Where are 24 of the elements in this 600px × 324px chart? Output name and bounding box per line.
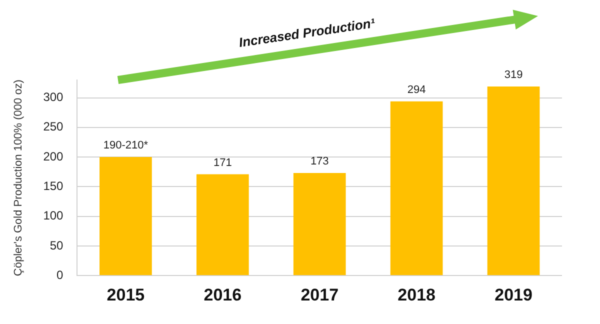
- bar: [390, 101, 443, 276]
- bar: [100, 157, 152, 276]
- x-tick-label: 2018: [398, 285, 436, 304]
- bar: [487, 86, 540, 276]
- bar: [293, 173, 346, 276]
- y-tick-label: 300: [43, 90, 64, 104]
- y-tick-label: 0: [56, 268, 64, 282]
- data-label: 190-210*: [103, 140, 149, 152]
- text: Increased Production¹: [238, 15, 377, 50]
- data-label: 173: [310, 156, 329, 168]
- y-tick-label: 100: [43, 208, 64, 223]
- y-tick-label: 50: [50, 238, 64, 252]
- x-tick-label: 2016: [204, 285, 242, 304]
- data-label: 171: [213, 156, 232, 169]
- x-tick-label: 2015: [106, 285, 145, 304]
- y-axis-title: Çöpler's Gold Production 100% (000 oz): [12, 80, 25, 276]
- data-label: 294: [407, 84, 426, 96]
- y-tick-label: 250: [43, 120, 64, 134]
- x-tick-label: 2017: [300, 285, 339, 304]
- bar: [196, 174, 249, 276]
- x-tick-label: 2019: [494, 285, 532, 304]
- y-tick-label: 150: [43, 179, 64, 194]
- y-tick-label: 200: [43, 149, 64, 164]
- data-label: 319: [504, 69, 523, 82]
